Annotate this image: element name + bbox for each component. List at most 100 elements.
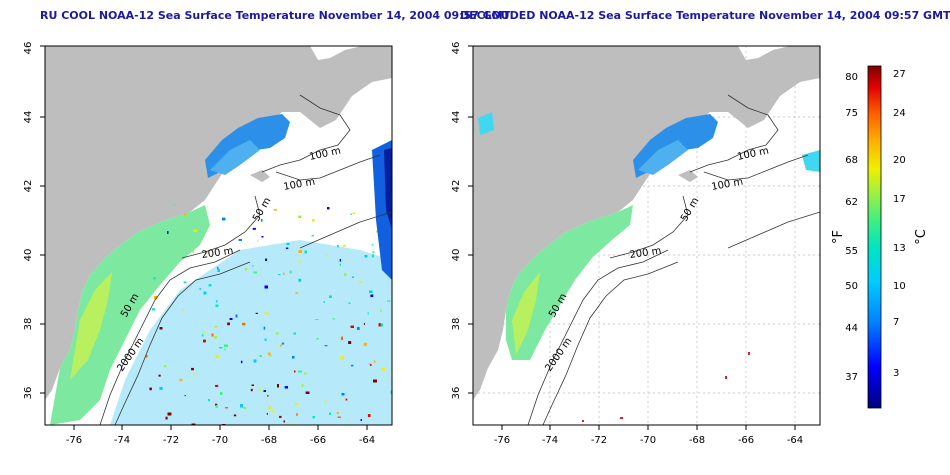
sst-pixel	[283, 272, 285, 275]
sst-pixel	[301, 384, 304, 387]
sst-pixel	[281, 342, 285, 345]
sst-pixel	[323, 301, 325, 303]
sst-pixel	[271, 410, 275, 413]
colorbar-f-tick: 50	[845, 281, 858, 292]
sst-pixel	[348, 341, 352, 344]
sst-pixel	[372, 251, 375, 254]
sst-pixel	[242, 322, 246, 326]
sst-pixel	[280, 344, 282, 347]
sst-pixel	[199, 288, 202, 290]
sst-pixel	[344, 273, 347, 276]
sst-pixel	[367, 312, 369, 315]
sst-pixel	[192, 250, 194, 253]
sst-pixel	[179, 378, 183, 382]
sst-pixel	[193, 229, 198, 232]
sst-pixel	[191, 367, 194, 371]
sst-pixel	[324, 345, 328, 347]
colorbar-c-tick: 13	[893, 243, 906, 254]
left-lat-axis: 46 44 42 40 38 36	[23, 42, 45, 399]
left-map-land	[45, 46, 392, 400]
right-gom-patch	[638, 140, 688, 175]
sst-pixel	[240, 360, 243, 364]
left-contour-label: 100 m	[283, 177, 316, 193]
sst-pixel	[266, 413, 268, 415]
sst-pixel	[145, 355, 148, 358]
sst-pixel	[251, 384, 254, 386]
sst-pixel	[205, 251, 208, 254]
sst-pixel	[295, 403, 299, 405]
sst-pixel	[312, 219, 315, 222]
sst-pixel	[253, 359, 257, 363]
sst-pixel	[341, 393, 345, 396]
lat-tick-label: 44	[23, 111, 34, 124]
sst-pixel	[215, 304, 219, 307]
right-map-frame	[472, 45, 821, 426]
sst-pixel	[224, 348, 226, 351]
sst-pixel	[259, 355, 262, 357]
sst-pixel	[215, 404, 218, 408]
sst-pixel	[164, 365, 167, 368]
lon-tick-label: -66	[738, 435, 754, 446]
sst-pixel	[173, 204, 175, 206]
sst-pixel	[337, 416, 341, 418]
sst-pixel	[372, 254, 374, 258]
sst-pixel	[257, 240, 259, 242]
sst-pixel	[284, 386, 288, 389]
colorbar-f-tick: 37	[845, 372, 858, 383]
left-cape-cod	[250, 170, 270, 182]
sst-pixel	[252, 227, 256, 230]
sst-pixel	[203, 331, 206, 334]
sst-pixel	[159, 387, 163, 390]
sst-pixel	[273, 209, 277, 211]
left-warm-shelf-patch	[70, 272, 112, 380]
right-map-land	[473, 46, 820, 400]
sst-pixel	[250, 388, 253, 392]
colorbar-unit-f: °F	[831, 230, 846, 244]
lat-tick-label: 38	[23, 318, 34, 331]
sst-pixel	[183, 281, 187, 283]
sst-pixel	[368, 362, 370, 365]
sst-pixel	[184, 213, 187, 215]
sst-pixel	[278, 274, 281, 276]
sst-pixel	[153, 277, 156, 280]
left-east-dark-strip	[384, 148, 392, 230]
sst-pixel	[225, 407, 229, 409]
right-lat-axis: 46 44 42 40 38 36	[451, 42, 473, 399]
sst-pixel	[203, 339, 206, 343]
sst-pixel	[364, 255, 368, 258]
sst-pixel	[367, 414, 371, 417]
sst-pixel	[253, 271, 257, 274]
sst-pixel	[211, 333, 214, 337]
sst-pixel	[363, 322, 365, 325]
left-map-frame	[44, 45, 393, 426]
sst-pixel	[350, 325, 354, 328]
sst-pixel	[292, 356, 295, 359]
colorbar-c-tick: 24	[893, 108, 906, 119]
sst-pixel	[357, 327, 360, 330]
lon-tick-label: -76	[66, 435, 82, 446]
sst-pixel	[214, 326, 218, 328]
sst-pixel	[387, 300, 391, 302]
sst-pixel	[341, 336, 343, 340]
sst-pixel	[252, 265, 254, 267]
colorbar-c-tick: 7	[893, 317, 899, 328]
sst-pixel	[217, 269, 220, 272]
right-contour-label: 100 m	[711, 177, 744, 193]
sst-pixel	[371, 243, 373, 246]
sst-pixel	[390, 390, 392, 394]
sst-pixel	[381, 368, 385, 371]
sst-pixel	[360, 419, 362, 422]
lat-tick-label: 46	[451, 42, 462, 55]
sst-pixel	[158, 374, 161, 377]
sst-pixel	[224, 344, 228, 347]
sst-pixel	[267, 395, 269, 397]
sst-pixel	[219, 347, 223, 349]
right-cape-cod	[678, 170, 698, 182]
sst-pixel	[327, 207, 330, 210]
sst-pixel	[305, 391, 310, 394]
colorbar-f-tick: 75	[845, 108, 858, 119]
lon-tick-label: -66	[310, 435, 326, 446]
colorbar-gradient	[867, 65, 882, 409]
sst-pixel	[184, 395, 186, 397]
sst-pixel	[245, 268, 247, 271]
